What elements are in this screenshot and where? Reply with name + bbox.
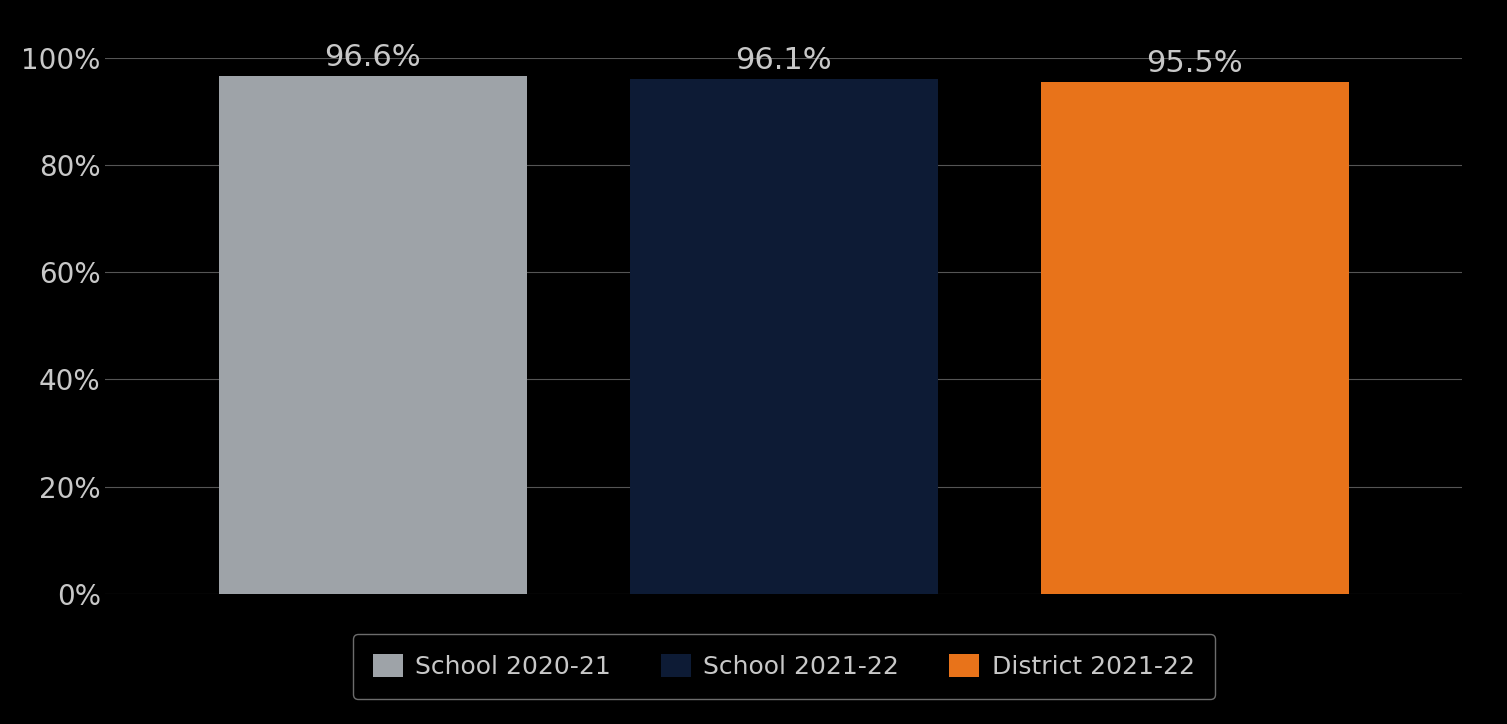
Bar <box>219 76 527 594</box>
Text: 96.6%: 96.6% <box>324 43 420 72</box>
Text: 96.1%: 96.1% <box>735 46 832 75</box>
Bar <box>1040 82 1349 594</box>
Legend: School 2020-21, School 2021-22, District 2021-22: School 2020-21, School 2021-22, District… <box>353 634 1215 699</box>
Bar <box>630 79 937 594</box>
Text: 95.5%: 95.5% <box>1147 49 1243 77</box>
